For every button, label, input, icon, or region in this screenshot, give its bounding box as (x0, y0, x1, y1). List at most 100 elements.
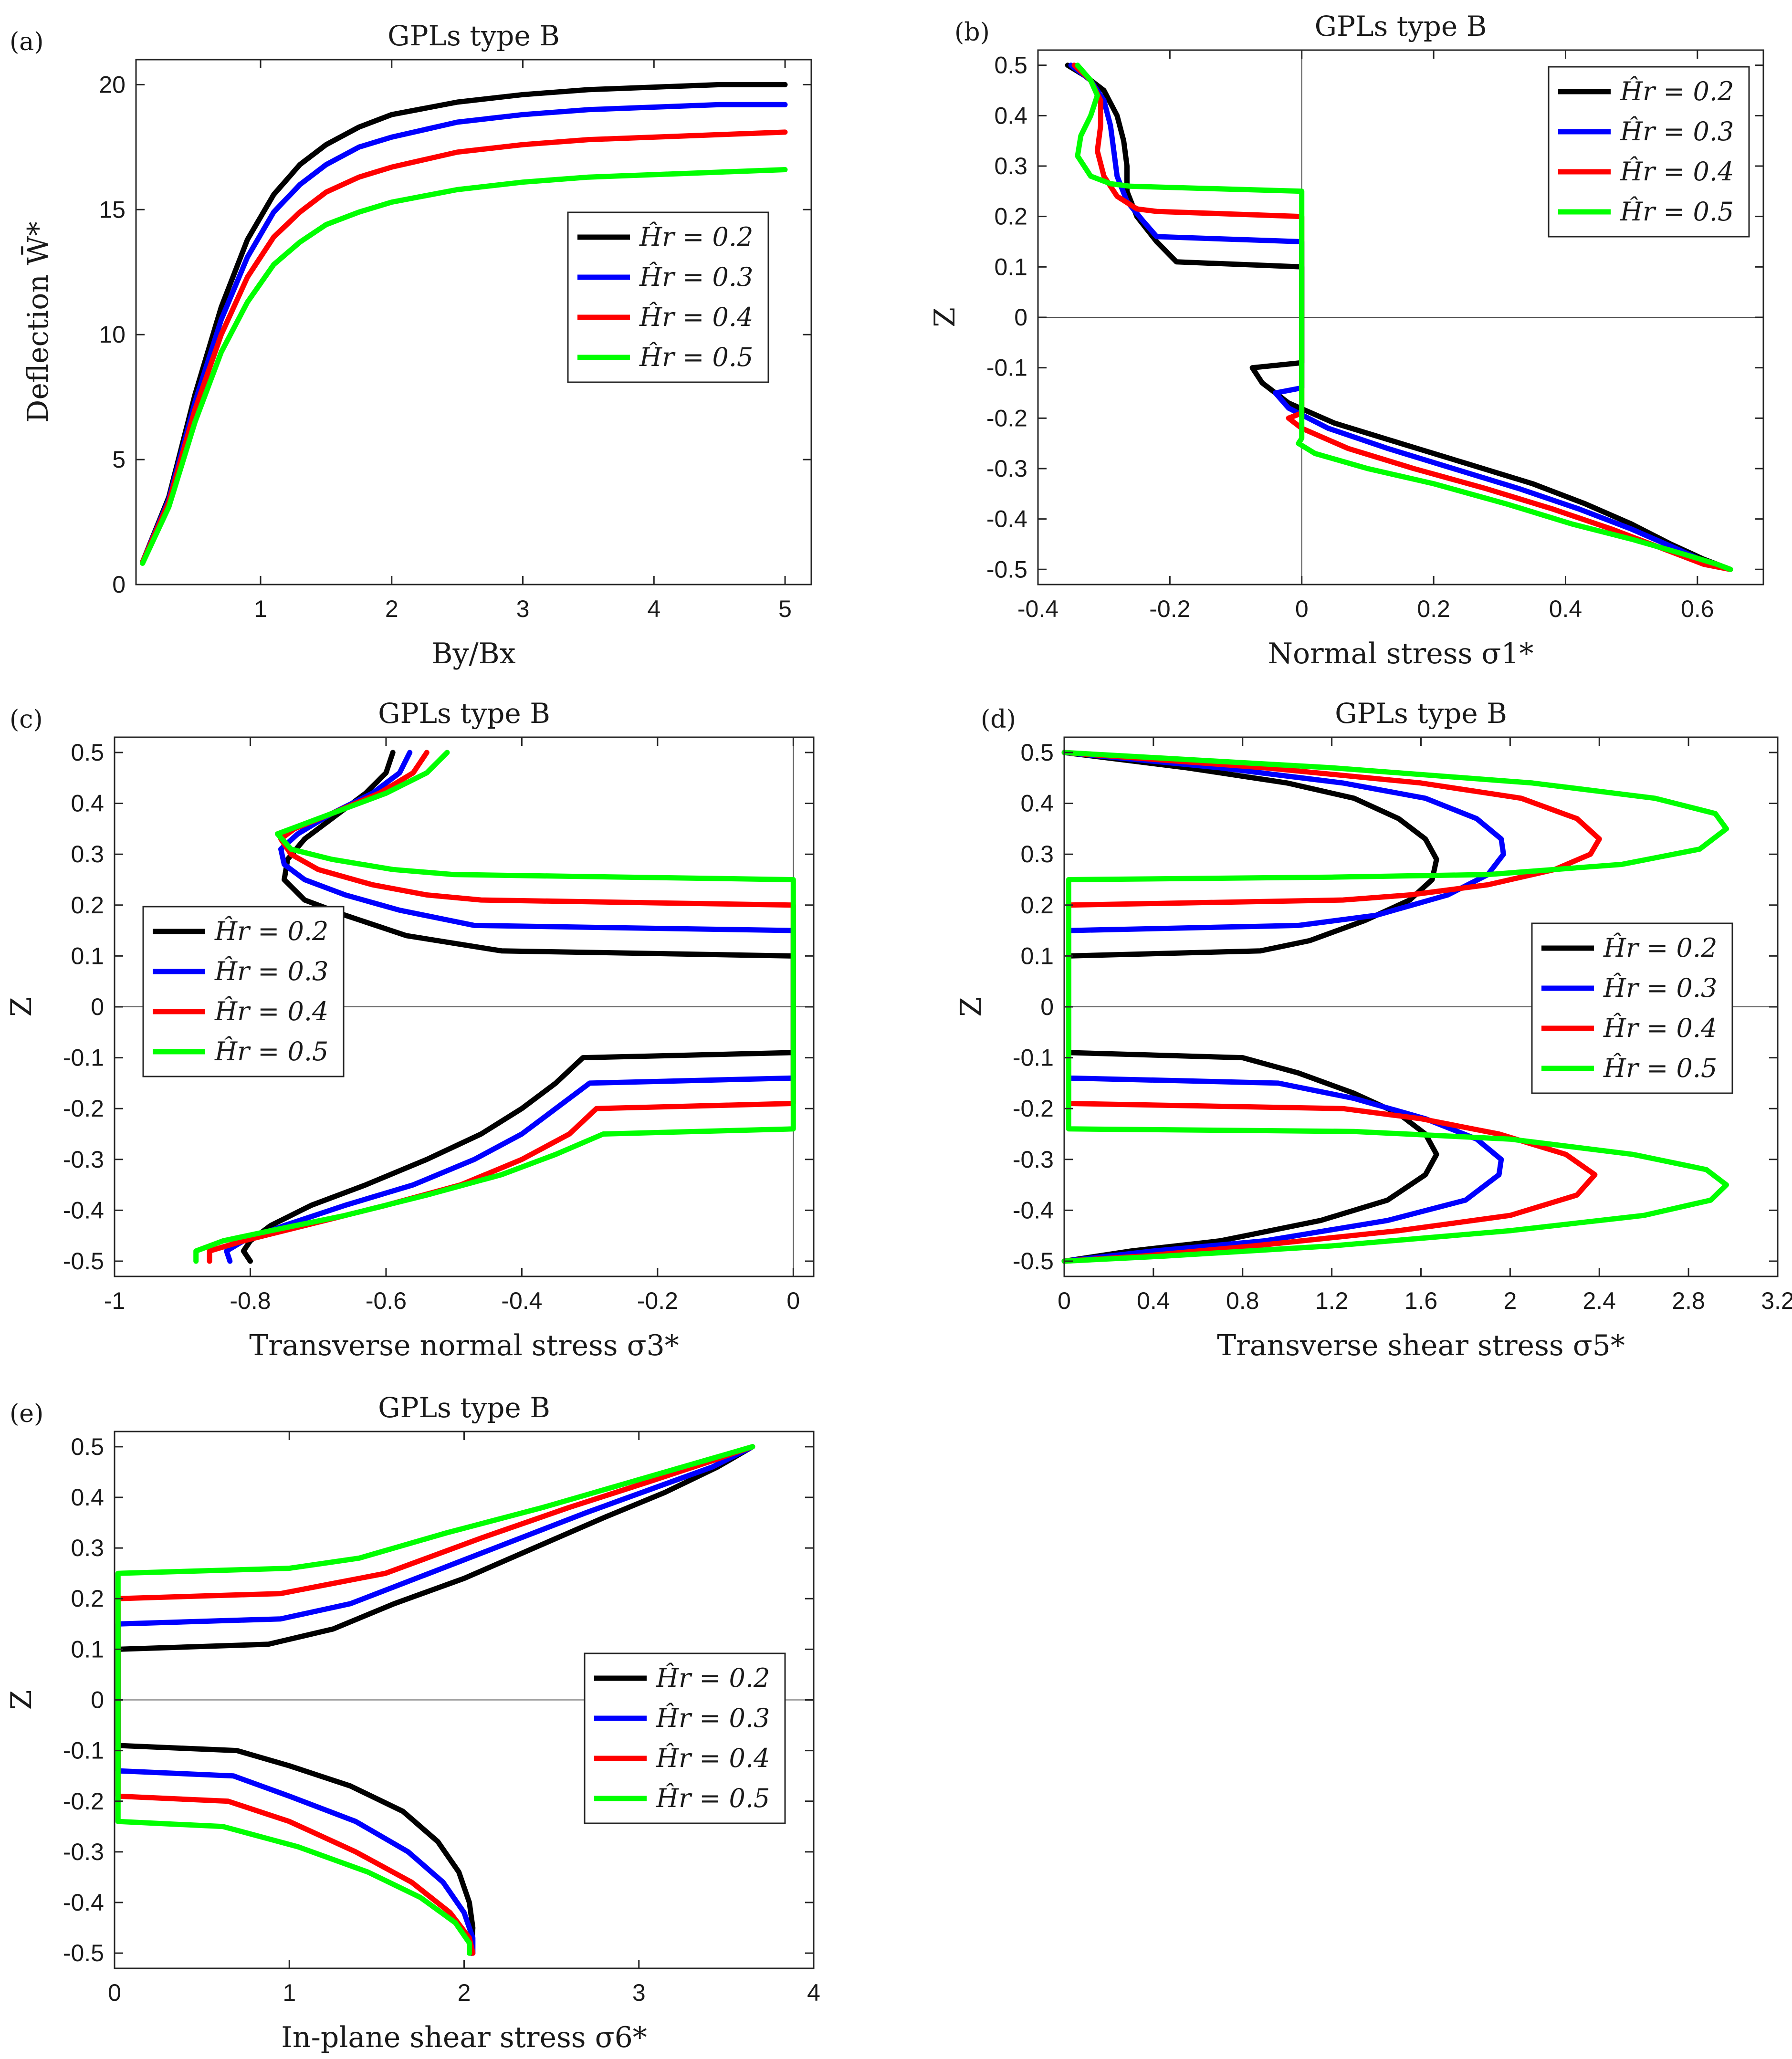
x-tick-label: 2.8 (1672, 1287, 1705, 1314)
y-tick-label: -0.5 (63, 1248, 104, 1275)
x-tick-label: 4 (807, 1979, 820, 2006)
series-line-3 (1061, 750, 1729, 1264)
y-tick-label: 0.2 (1020, 892, 1054, 919)
y-tick-label: -0.4 (63, 1889, 104, 1916)
y-tick-label: -0.2 (986, 405, 1027, 431)
chart-a: 1 2 3 4 5 0 5 10 15 20 GPLs type B (a) By/Bx Deflecti… (10, 20, 812, 670)
legend-label-1: Ĥr = 0.3 (656, 1703, 770, 1733)
legend-label-0: Ĥr = 0.2 (1603, 932, 1717, 963)
x-tick-label: 3.2 (1761, 1287, 1792, 1314)
y-tick-label: 0.1 (1020, 942, 1054, 969)
x-tick-label: 2 (458, 1979, 471, 2006)
y-tick-label: -0.1 (986, 355, 1027, 381)
x-tick-label: 0.2 (1417, 596, 1450, 622)
ylabel-axis-label: Z (928, 307, 962, 327)
y-tick-label: -0.5 (1013, 1248, 1054, 1275)
x-tick-label: -0.6 (366, 1287, 407, 1314)
xlabel-axis-label: Transverse normal stress σ3* (249, 1329, 679, 1362)
legend-label-2: Ĥr = 0.4 (1603, 1013, 1717, 1043)
y-tick-label: 0 (91, 993, 104, 1020)
legend-label-3: Ĥr = 0.5 (214, 1036, 328, 1066)
x-tick-label: 0 (1058, 1287, 1071, 1314)
y-tick-label: -0.4 (986, 506, 1027, 533)
y-tick-label: 0.3 (71, 841, 104, 867)
y-tick-label: -0.2 (63, 1095, 104, 1122)
legend: Ĥr = 0.2 Ĥr = 0.3 Ĥr = 0.4 Ĥr = 0.5 (1531, 922, 1733, 1094)
y-tick-label: 0 (112, 571, 126, 598)
legend-label-1: Ĥr = 0.3 (1620, 116, 1734, 146)
chart-title: GPLs type B (388, 20, 560, 52)
y-tick-label: -0.2 (1013, 1095, 1054, 1122)
x-tick-label: -0.4 (1017, 596, 1058, 622)
x-tick-label: 1.6 (1404, 1287, 1438, 1314)
legend-box (1548, 66, 1750, 238)
y-tick-label: 0.5 (994, 52, 1027, 79)
legend-label-3: Ĥr = 0.5 (1620, 196, 1734, 227)
chart-e: 0 1 2 3 4 -0.5 -0.4 -0.3 -0.2 -0.1 0 0.1 0.2 0.3 0.4 0.… (5, 1391, 820, 2054)
y-tick-label: 15 (99, 196, 126, 223)
y-tick-label: -0.3 (63, 1839, 104, 1865)
legend: Ĥr = 0.2 Ĥr = 0.3 Ĥr = 0.4 Ĥr = 0.5 (1548, 66, 1750, 238)
series-line-3 (115, 1444, 755, 1956)
series-line-2 (140, 129, 788, 565)
ylabel-axis-label: Z (5, 997, 38, 1017)
y-tick-label: 0.2 (71, 892, 104, 919)
y-tick-label: 0.2 (994, 203, 1027, 230)
panel-label: (c) (10, 705, 43, 734)
chart-title: GPLs type B (1315, 10, 1487, 42)
y-tick-label: -0.1 (63, 1045, 104, 1071)
legend-box (142, 906, 345, 1077)
legend-label-3: Ĥr = 0.5 (639, 342, 753, 372)
y-tick-label: 0.3 (1020, 841, 1054, 867)
x-tick-label: -0.2 (1149, 596, 1190, 622)
legend-label-0: Ĥr = 0.2 (656, 1662, 770, 1693)
x-tick-label: 3 (632, 1979, 646, 2006)
ylabel-axis-label: Z (5, 1690, 38, 1710)
legend-box (1531, 922, 1733, 1094)
y-tick-label: 0.1 (71, 942, 104, 969)
x-tick-label: 1 (283, 1979, 296, 2006)
panel-label: (d) (981, 705, 1016, 734)
legend-label-3: Ĥr = 0.5 (656, 1783, 770, 1813)
x-tick-label: 0 (108, 1979, 121, 2006)
legend-label-2: Ĥr = 0.4 (214, 996, 328, 1026)
y-tick-label: 0.4 (994, 102, 1027, 129)
series-line-1 (1068, 63, 1733, 572)
x-tick-label: 0.8 (1226, 1287, 1259, 1314)
x-tick-label: 3 (516, 596, 530, 622)
x-tick-label: 2 (1503, 1287, 1517, 1314)
series-line-3 (1075, 63, 1733, 572)
series-line-0 (1065, 63, 1733, 572)
y-tick-label: 0 (1014, 304, 1027, 331)
legend-box (567, 211, 769, 383)
x-tick-label: 0 (786, 1287, 800, 1314)
x-tick-label: -0.4 (501, 1287, 542, 1314)
y-tick-label: -0.4 (1013, 1197, 1054, 1223)
y-tick-label: -0.5 (986, 556, 1027, 583)
y-tick-label: 0.3 (994, 153, 1027, 179)
x-tick-label: 0.4 (1549, 596, 1582, 622)
legend-label-3: Ĥr = 0.5 (1603, 1053, 1717, 1083)
legend-label-1: Ĥr = 0.3 (214, 956, 328, 986)
y-tick-label: -0.1 (63, 1737, 104, 1764)
chart-title: GPLs type B (1335, 697, 1507, 730)
chart-c: -1 -0.8 -0.6 -0.4 -0.2 0 -0.5 -0.4 -0.3 -0.2 -0.1 0… (5, 697, 815, 1362)
legend: Ĥr = 0.2 Ĥr = 0.3 Ĥr = 0.4 Ĥr = 0.5 (567, 211, 769, 383)
x-tick-label: -1 (104, 1287, 125, 1314)
x-tick-label: 0 (1295, 596, 1309, 622)
y-tick-label: 0.2 (71, 1585, 104, 1612)
y-tick-label: 0.5 (71, 1433, 104, 1460)
y-tick-label: 0.4 (71, 1484, 104, 1511)
xlabel-axis-label: By/Bx (431, 637, 515, 670)
y-tick-label: -0.3 (1013, 1146, 1054, 1173)
y-tick-label: 0 (1040, 993, 1054, 1020)
x-tick-label: 1.2 (1315, 1287, 1349, 1314)
chart-d: 0 0.4 0.8 1.2 1.6 2 2.4 2.8 3.2 -0.5 -0.4 -0.3 -0.2 -… (954, 697, 1792, 1362)
x-tick-label: 4 (647, 596, 660, 622)
y-tick-label: 0 (91, 1687, 104, 1714)
x-tick-label: 5 (778, 596, 792, 622)
xlabel-axis-label: Normal stress σ1* (1268, 637, 1533, 670)
chart-title: GPLs type B (378, 1391, 550, 1424)
legend-label-1: Ĥr = 0.3 (639, 261, 753, 292)
